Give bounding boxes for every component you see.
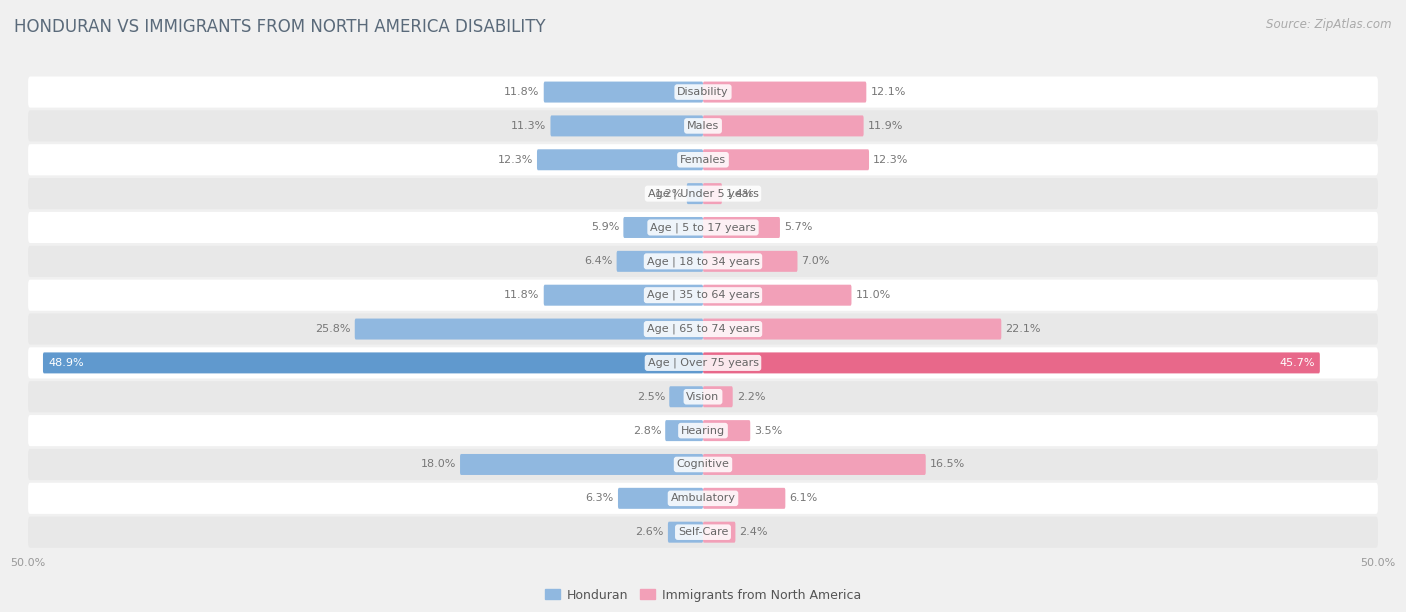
Text: Ambulatory: Ambulatory: [671, 493, 735, 503]
FancyBboxPatch shape: [544, 81, 703, 103]
Text: Cognitive: Cognitive: [676, 460, 730, 469]
FancyBboxPatch shape: [703, 521, 735, 543]
FancyBboxPatch shape: [703, 149, 869, 170]
FancyBboxPatch shape: [28, 280, 1378, 311]
Text: 3.5%: 3.5%: [754, 425, 783, 436]
Text: 11.3%: 11.3%: [512, 121, 547, 131]
FancyBboxPatch shape: [686, 183, 703, 204]
FancyBboxPatch shape: [703, 285, 852, 305]
Text: 12.1%: 12.1%: [870, 87, 905, 97]
FancyBboxPatch shape: [28, 449, 1378, 480]
FancyBboxPatch shape: [28, 483, 1378, 514]
FancyBboxPatch shape: [354, 319, 703, 340]
FancyBboxPatch shape: [623, 217, 703, 238]
FancyBboxPatch shape: [619, 488, 703, 509]
Text: 6.1%: 6.1%: [789, 493, 818, 503]
FancyBboxPatch shape: [703, 116, 863, 136]
Text: 6.4%: 6.4%: [583, 256, 613, 266]
FancyBboxPatch shape: [544, 285, 703, 305]
FancyBboxPatch shape: [703, 183, 721, 204]
Text: Self-Care: Self-Care: [678, 527, 728, 537]
Text: 22.1%: 22.1%: [1005, 324, 1040, 334]
Text: 1.2%: 1.2%: [654, 188, 683, 199]
Text: 2.5%: 2.5%: [637, 392, 665, 401]
Text: 5.7%: 5.7%: [785, 223, 813, 233]
Text: Age | Over 75 years: Age | Over 75 years: [648, 357, 758, 368]
FancyBboxPatch shape: [703, 251, 797, 272]
Text: 2.8%: 2.8%: [633, 425, 661, 436]
Text: 2.2%: 2.2%: [737, 392, 765, 401]
Text: Disability: Disability: [678, 87, 728, 97]
FancyBboxPatch shape: [617, 251, 703, 272]
Text: Age | Under 5 years: Age | Under 5 years: [648, 188, 758, 199]
FancyBboxPatch shape: [28, 144, 1378, 176]
Text: 5.9%: 5.9%: [591, 223, 619, 233]
FancyBboxPatch shape: [28, 178, 1378, 209]
FancyBboxPatch shape: [28, 76, 1378, 108]
Text: 12.3%: 12.3%: [498, 155, 533, 165]
Text: 25.8%: 25.8%: [315, 324, 350, 334]
FancyBboxPatch shape: [28, 313, 1378, 345]
FancyBboxPatch shape: [460, 454, 703, 475]
Text: HONDURAN VS IMMIGRANTS FROM NORTH AMERICA DISABILITY: HONDURAN VS IMMIGRANTS FROM NORTH AMERIC…: [14, 18, 546, 36]
FancyBboxPatch shape: [665, 420, 703, 441]
Text: Vision: Vision: [686, 392, 720, 401]
Text: 16.5%: 16.5%: [929, 460, 965, 469]
FancyBboxPatch shape: [703, 420, 751, 441]
FancyBboxPatch shape: [28, 348, 1378, 378]
FancyBboxPatch shape: [669, 386, 703, 407]
Text: 11.8%: 11.8%: [505, 87, 540, 97]
FancyBboxPatch shape: [703, 81, 866, 103]
Text: 12.3%: 12.3%: [873, 155, 908, 165]
Text: Males: Males: [688, 121, 718, 131]
Text: Source: ZipAtlas.com: Source: ZipAtlas.com: [1267, 18, 1392, 31]
FancyBboxPatch shape: [28, 246, 1378, 277]
FancyBboxPatch shape: [28, 212, 1378, 243]
FancyBboxPatch shape: [703, 217, 780, 238]
FancyBboxPatch shape: [551, 116, 703, 136]
FancyBboxPatch shape: [28, 381, 1378, 412]
Text: Age | 65 to 74 years: Age | 65 to 74 years: [647, 324, 759, 334]
Text: 2.4%: 2.4%: [740, 527, 768, 537]
FancyBboxPatch shape: [703, 353, 1320, 373]
FancyBboxPatch shape: [703, 454, 925, 475]
FancyBboxPatch shape: [703, 386, 733, 407]
Text: 7.0%: 7.0%: [801, 256, 830, 266]
FancyBboxPatch shape: [703, 319, 1001, 340]
Text: Age | 18 to 34 years: Age | 18 to 34 years: [647, 256, 759, 267]
FancyBboxPatch shape: [28, 517, 1378, 548]
Text: 18.0%: 18.0%: [420, 460, 456, 469]
Text: 1.4%: 1.4%: [725, 188, 755, 199]
FancyBboxPatch shape: [703, 488, 786, 509]
Text: Females: Females: [681, 155, 725, 165]
FancyBboxPatch shape: [44, 353, 703, 373]
FancyBboxPatch shape: [28, 415, 1378, 446]
Legend: Honduran, Immigrants from North America: Honduran, Immigrants from North America: [540, 584, 866, 606]
Text: 2.6%: 2.6%: [636, 527, 664, 537]
Text: 11.9%: 11.9%: [868, 121, 903, 131]
Text: Age | 35 to 64 years: Age | 35 to 64 years: [647, 290, 759, 300]
Text: 11.8%: 11.8%: [505, 290, 540, 300]
FancyBboxPatch shape: [537, 149, 703, 170]
Text: 11.0%: 11.0%: [855, 290, 891, 300]
Text: 48.9%: 48.9%: [48, 358, 84, 368]
Text: Hearing: Hearing: [681, 425, 725, 436]
FancyBboxPatch shape: [668, 521, 703, 543]
Text: 45.7%: 45.7%: [1279, 358, 1315, 368]
Text: 6.3%: 6.3%: [586, 493, 614, 503]
Text: Age | 5 to 17 years: Age | 5 to 17 years: [650, 222, 756, 233]
FancyBboxPatch shape: [28, 110, 1378, 141]
